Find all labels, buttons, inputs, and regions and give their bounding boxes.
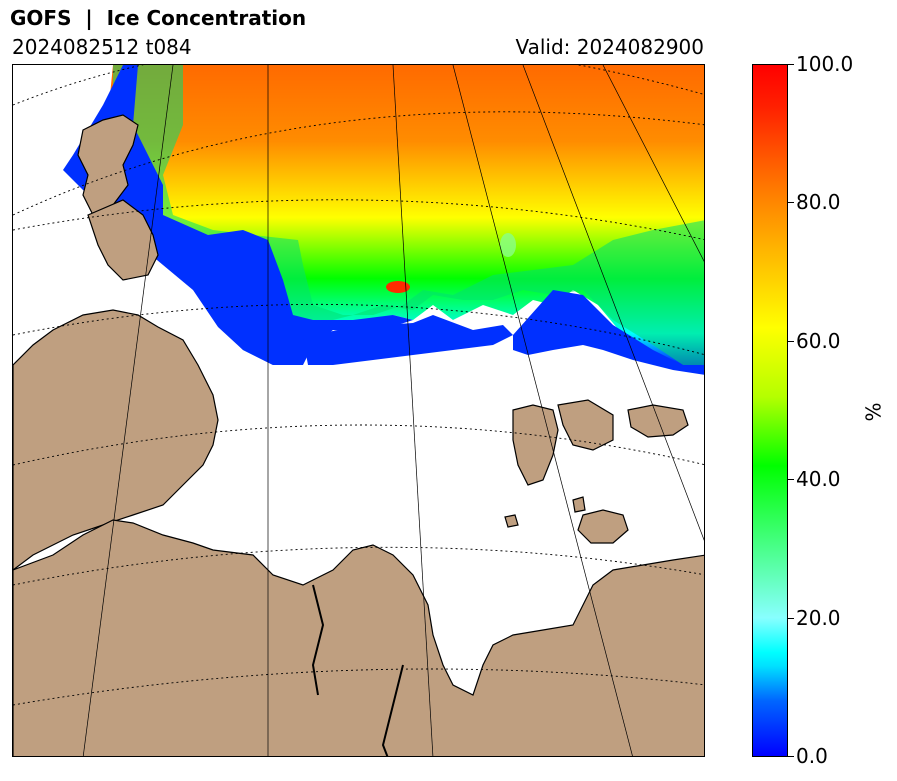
land-siberia-mainland bbox=[13, 519, 704, 756]
colorbar-tick bbox=[788, 341, 794, 342]
colorbar-tick-label: 20.0 bbox=[796, 606, 841, 630]
colorbar-tick bbox=[788, 202, 794, 203]
graticule-parallel bbox=[13, 546, 704, 586]
sea-ice-field bbox=[63, 65, 704, 375]
graticule-meridian bbox=[522, 65, 704, 541]
map-canvas bbox=[13, 65, 705, 758]
land-masses bbox=[13, 114, 704, 756]
graticule-meridians bbox=[82, 65, 704, 756]
colorbar-tick bbox=[788, 64, 794, 65]
river-yenisei bbox=[311, 584, 325, 696]
valid-time-label: Valid: 2024082900 bbox=[515, 35, 704, 59]
ice-lead bbox=[500, 233, 516, 257]
land-severnaya-zemlya-2 bbox=[557, 399, 614, 451]
graticule-parallel bbox=[13, 424, 704, 466]
colorbar bbox=[752, 64, 788, 757]
graticule-parallel bbox=[13, 668, 704, 706]
river-olenek bbox=[381, 664, 404, 756]
rivers bbox=[311, 584, 404, 756]
colorbar-tick-label: 100.0 bbox=[796, 52, 854, 76]
graticule bbox=[13, 65, 705, 758]
colorbar-tick bbox=[788, 618, 794, 619]
ice-edge-blue-3 bbox=[513, 290, 704, 375]
land-island-small-2 bbox=[572, 496, 586, 513]
land-novaya-zemlya-north bbox=[77, 114, 139, 216]
ice-edge-blue-2 bbox=[303, 315, 513, 365]
land-island-small-1 bbox=[577, 509, 629, 544]
ice-hotspot bbox=[386, 281, 410, 293]
land-island-small-3 bbox=[504, 514, 519, 528]
land-yamal bbox=[13, 309, 219, 571]
graticule-parallel bbox=[13, 303, 704, 355]
colorbar-units-label: % bbox=[861, 402, 886, 422]
graticule-meridian bbox=[452, 65, 633, 756]
map-title: GOFS | Ice Concentration bbox=[10, 6, 307, 30]
colorbar-tick-label: 60.0 bbox=[796, 329, 841, 353]
colorbar-tick-label: 80.0 bbox=[796, 190, 841, 214]
land-new-siberian-islands bbox=[627, 404, 689, 438]
graticule-parallel bbox=[13, 757, 705, 758]
graticule-parallel bbox=[13, 199, 704, 241]
colorbar-tick bbox=[788, 756, 794, 757]
colorbar-tick-label: 40.0 bbox=[796, 467, 841, 491]
land-novaya-zemlya-south bbox=[87, 199, 159, 281]
graticule-meridian bbox=[602, 65, 704, 262]
colorbar-tick bbox=[788, 479, 794, 480]
init-time-label: 2024082512 t084 bbox=[12, 35, 192, 59]
ice-concentration-map bbox=[12, 64, 705, 757]
graticule-meridian bbox=[82, 65, 174, 756]
graticule-meridian bbox=[392, 65, 434, 756]
graticule-parallel bbox=[13, 65, 704, 106]
land-severnaya-zemlya-1 bbox=[512, 404, 559, 486]
colorbar-tick-label: 0.0 bbox=[796, 744, 828, 768]
